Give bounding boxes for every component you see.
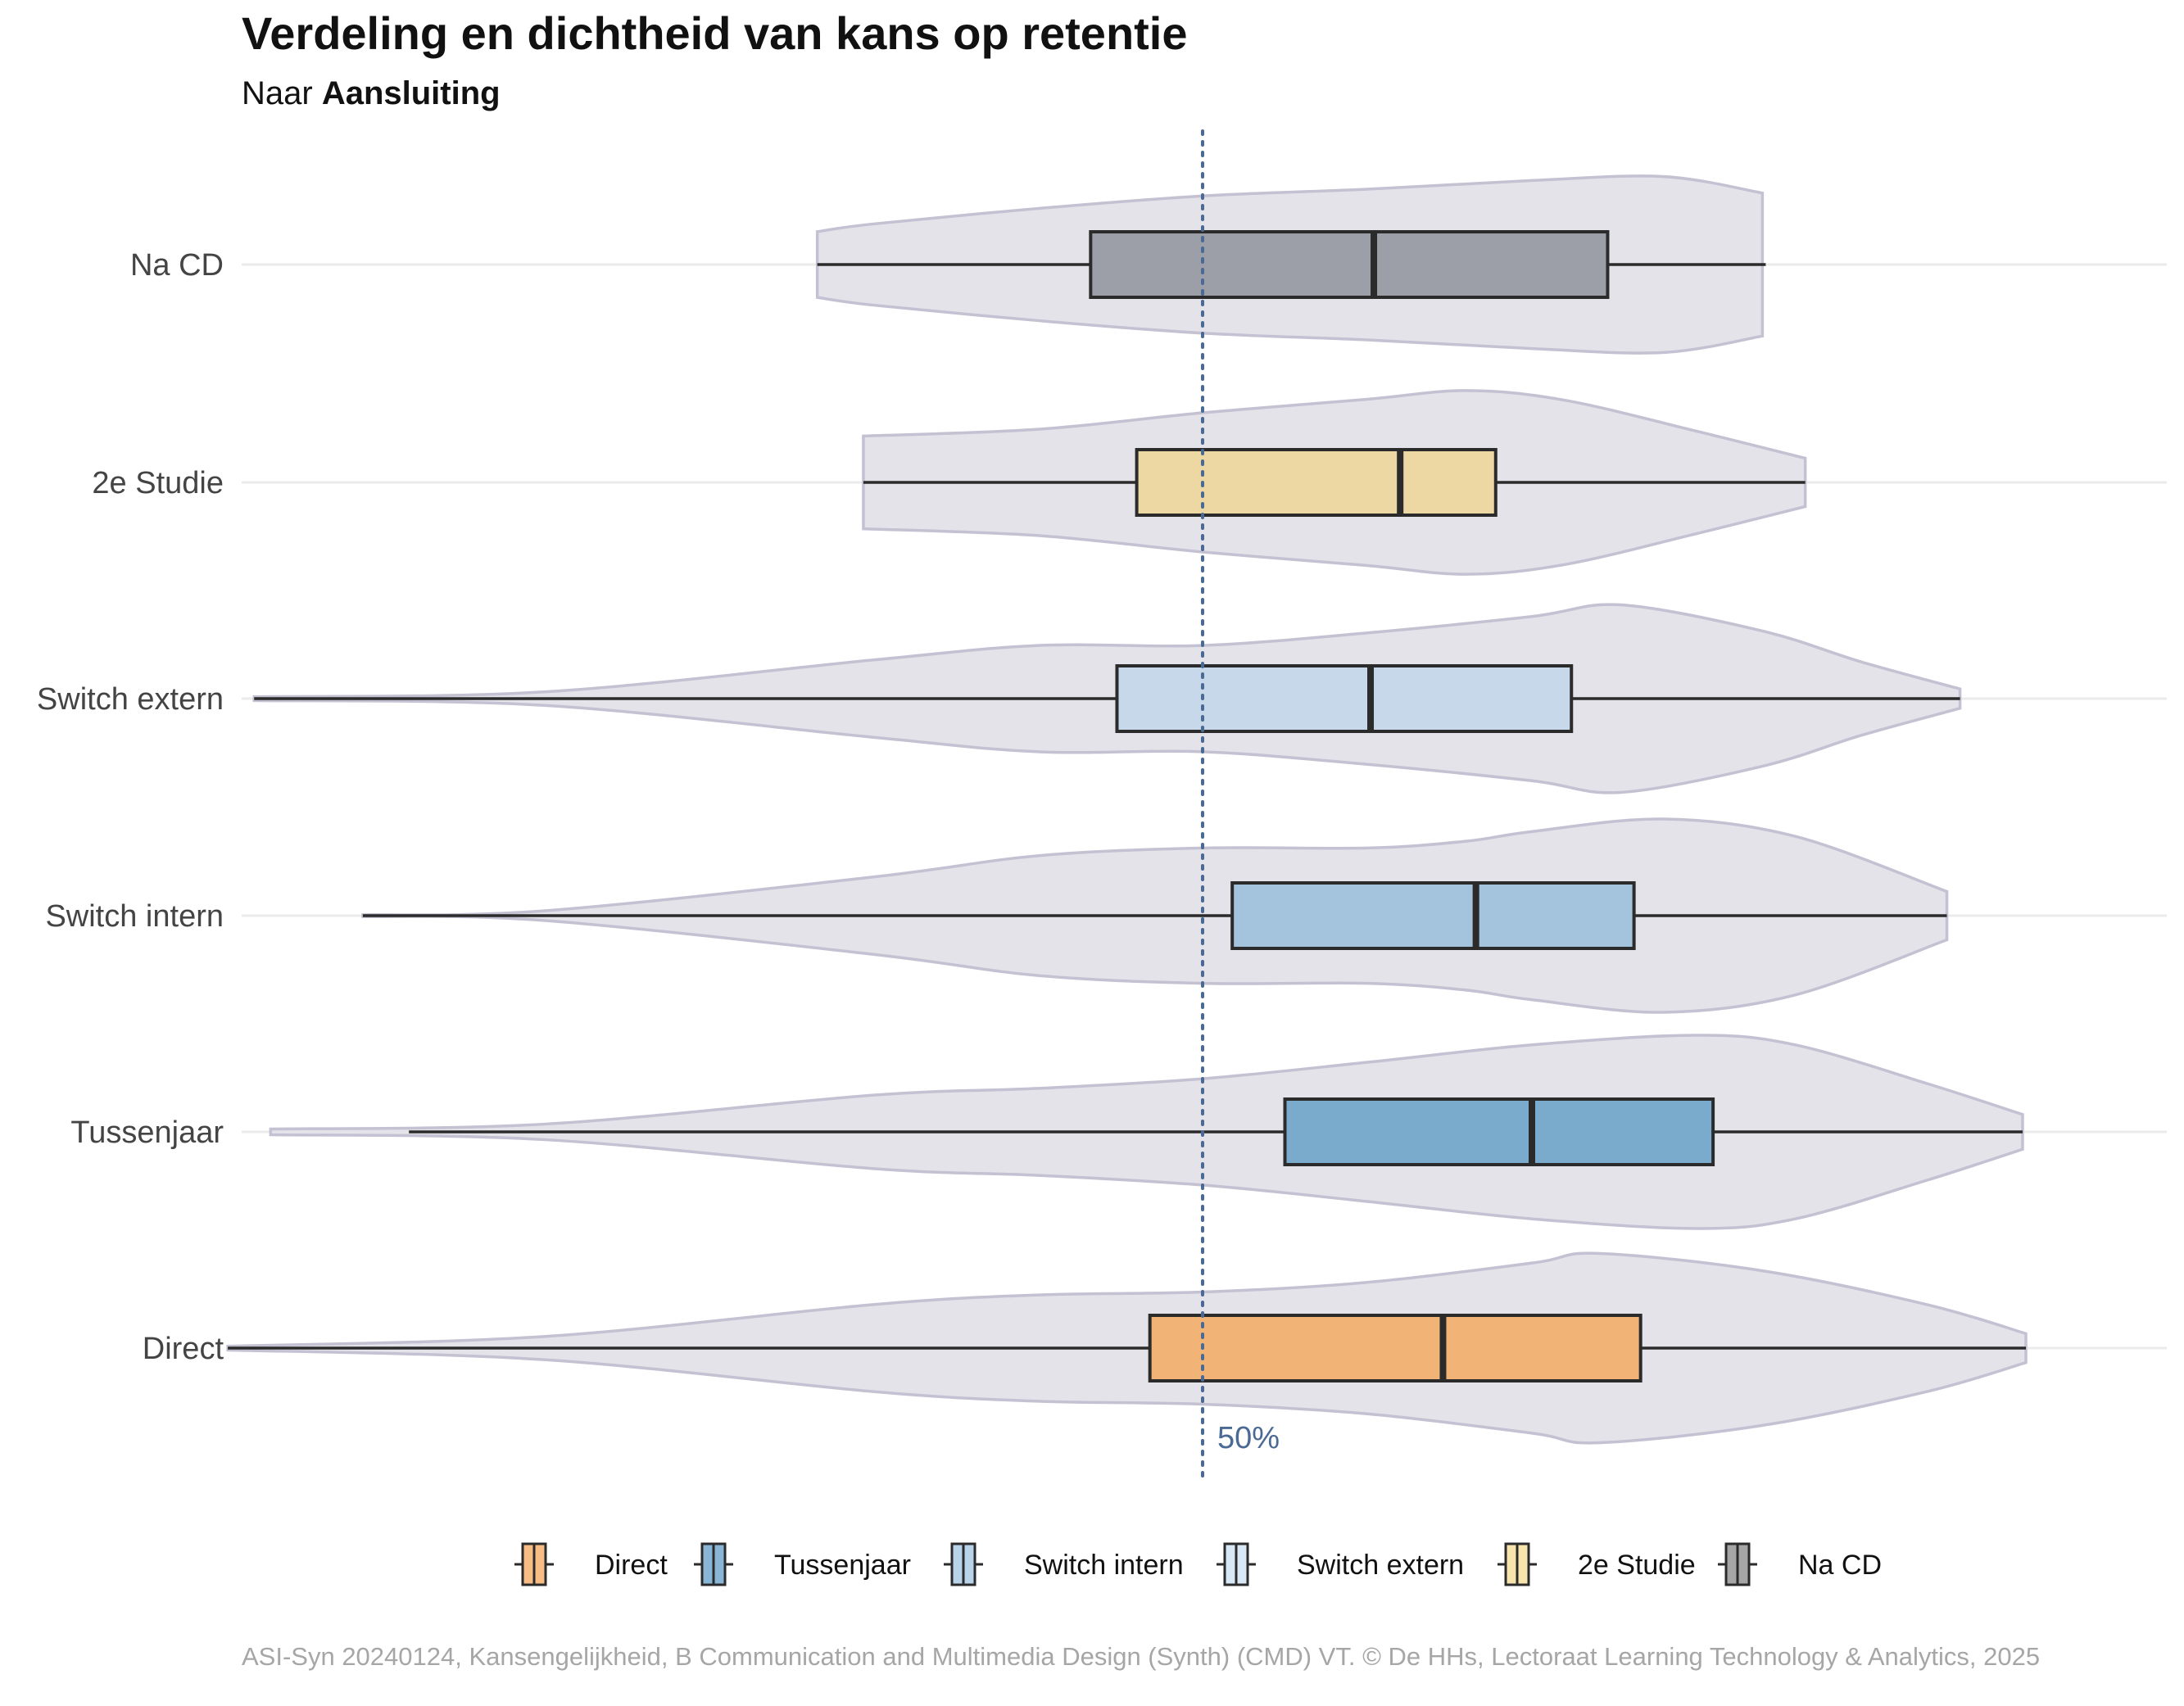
y-label-2e-studie: 2e Studie xyxy=(92,466,224,500)
y-label-tussenjaar: Tussenjaar xyxy=(70,1115,224,1150)
legend-label-na-cd: Na CD xyxy=(1798,1550,1882,1581)
chart-plot: Na CD 2e Studie Switch extern Switch intern… xyxy=(37,129,2167,1586)
box-switch-extern xyxy=(1115,664,1574,733)
caption: ASI-Syn 20240124, Kansengelijkheid, B Co… xyxy=(242,1642,2041,1671)
box-tussenjaar xyxy=(1283,1097,1715,1166)
legend-label-tussenjaar: Tussenjaar xyxy=(774,1550,911,1581)
subtitle-prefix: Naar xyxy=(242,75,322,111)
legend-item-direct: Direct xyxy=(514,1542,668,1586)
legend-label-switch-extern: Switch extern xyxy=(1297,1550,1464,1581)
legend-label-2e-studie: 2e Studie xyxy=(1578,1550,1696,1581)
box-direct xyxy=(1148,1314,1643,1382)
legend-item-tussenjaar: Tussenjaar xyxy=(694,1542,911,1586)
legend-item-switch-extern: Switch extern xyxy=(1217,1542,1464,1586)
box-layer xyxy=(228,230,2026,1382)
y-axis-labels: Na CD 2e Studie Switch extern Switch intern… xyxy=(37,248,224,1366)
y-label-switch-intern: Switch intern xyxy=(45,899,224,934)
chart-subtitle: Naar Aansluiting xyxy=(242,75,501,112)
legend-item-switch-intern: Switch intern xyxy=(944,1542,1184,1586)
violin-layer xyxy=(226,174,2028,1445)
y-label-na-cd: Na CD xyxy=(130,248,224,283)
box-switch-intern xyxy=(1230,881,1636,950)
legend-item-2e-studie: 2e Studie xyxy=(1498,1542,1696,1586)
reference-label: 50% xyxy=(1217,1421,1280,1455)
y-label-switch-extern: Switch extern xyxy=(37,682,224,717)
legend-label-direct: Direct xyxy=(595,1550,668,1581)
legend-label-switch-intern: Switch intern xyxy=(1024,1550,1184,1581)
box-na-cd xyxy=(1089,230,1610,299)
y-label-direct: Direct xyxy=(143,1332,224,1366)
subtitle-bold: Aansluiting xyxy=(321,75,501,111)
legend: Direct Tussenjaar Switch intern Switch exte… xyxy=(514,1542,1882,1586)
chart-title: Verdeling en dichtheid van kans op reten… xyxy=(242,7,1188,59)
box-2e-studie xyxy=(1135,448,1498,517)
legend-item-na-cd: Na CD xyxy=(1718,1542,1882,1586)
reference-line-group: 50% xyxy=(1201,129,1280,1484)
